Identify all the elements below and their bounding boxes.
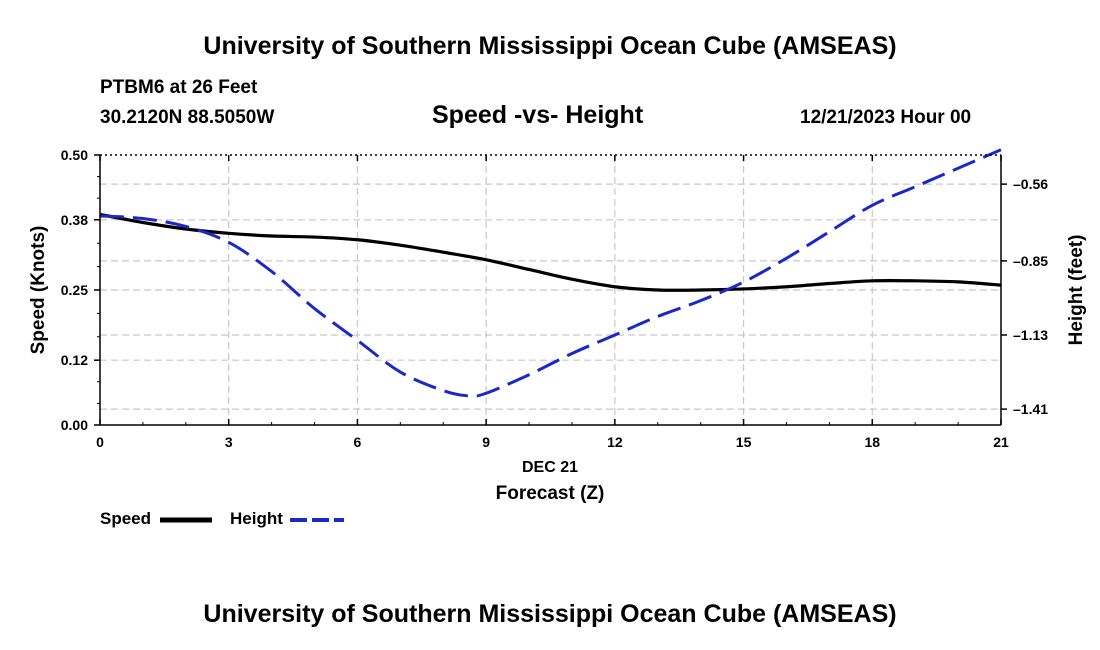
- y2-tick-label: –1.13: [1013, 327, 1048, 343]
- y2-tick-label: –0.56: [1013, 176, 1048, 192]
- legend-height-swatch: [290, 518, 344, 522]
- grid-layer: [100, 155, 1001, 425]
- forecast-datetime: 12/21/2023 Hour 00: [800, 107, 972, 128]
- y-tick-label: 0.12: [61, 352, 88, 368]
- legend-height-label: Height: [230, 509, 283, 528]
- axis-layer: 0 3 6 9 12 15 18 21 0.00 0.12 0.25 0.38 0.50 –1.41 –1.…: [61, 147, 1048, 450]
- y2-axis-label: Height (feet): [1066, 235, 1087, 346]
- y2-tick-label: –0.85: [1013, 253, 1048, 269]
- x-tick-label: 21: [993, 434, 1009, 450]
- y2-tick-label: –1.41: [1013, 401, 1048, 417]
- x-tick-label: 12: [607, 434, 623, 450]
- x-tick-label: 6: [354, 434, 362, 450]
- y-axis-label: Speed (Knots): [28, 226, 49, 355]
- x-axis-date-label: DEC 21: [0, 459, 1100, 477]
- page-title-bottom: University of Southern Mississippi Ocean…: [203, 600, 897, 628]
- x-tick-label: 18: [864, 434, 880, 450]
- x-axis-date-text: DEC 21: [521, 459, 579, 476]
- y-tick-label: 0.38: [61, 212, 88, 228]
- series-line-speed: [99, 212, 1002, 292]
- station-coordinates: 30.2120N 88.5050W: [100, 107, 275, 128]
- y-tick-label: 0.50: [61, 147, 88, 163]
- y-tick-label: 0.00: [61, 417, 88, 433]
- y-tick-label: 0.25: [61, 282, 88, 298]
- station-label: PTBM6 at 26 Feet: [100, 77, 258, 98]
- x-tick-label: 3: [225, 434, 233, 450]
- chart-subtitle: Speed -vs- Height: [432, 101, 644, 129]
- series-line-height: [99, 148, 1002, 398]
- series-layer: [99, 148, 1002, 398]
- page-title-top: University of Southern Mississippi Ocean…: [203, 32, 897, 60]
- x-tick-label: 0: [96, 434, 104, 450]
- x-tick-label: 15: [736, 434, 752, 450]
- x-tick-label: 9: [482, 434, 490, 450]
- legend-speed-swatch: [160, 517, 212, 523]
- legend-speed-label: Speed: [100, 509, 152, 528]
- x-axis-label: Forecast (Z): [0, 483, 1100, 505]
- x-axis-label-text: Forecast (Z): [495, 483, 605, 504]
